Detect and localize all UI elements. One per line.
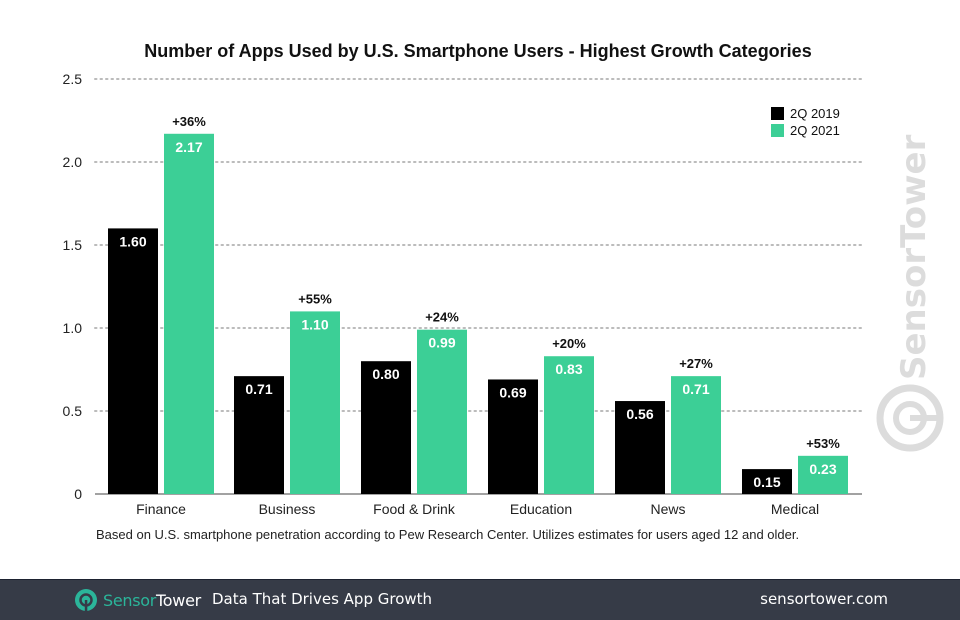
x-tick-label: Finance: [136, 501, 186, 517]
data-label: 1.10: [301, 316, 328, 332]
data-label: 0.69: [499, 384, 526, 400]
bar-2q2019: [108, 228, 158, 494]
data-label: 0.56: [626, 406, 653, 422]
bar-2q2021: [544, 356, 594, 494]
footer: SensorTower Data That Drives App Growth …: [0, 579, 960, 620]
x-tick-label: Food & Drink: [373, 501, 456, 517]
watermark-text: SensorTower: [894, 134, 934, 380]
growth-label: +55%: [298, 291, 332, 306]
data-label: 0.99: [428, 335, 455, 351]
y-tick-label: 2.5: [63, 71, 83, 87]
y-tick-label: 0.5: [63, 403, 83, 419]
data-label: 0.80: [372, 366, 399, 382]
growth-label: +27%: [679, 356, 713, 371]
data-label: 0.15: [753, 474, 780, 490]
bar-2q2021: [798, 455, 848, 494]
data-label: 2.17: [175, 139, 202, 155]
bar-2q2019: [488, 379, 538, 494]
data-label: 0.71: [682, 381, 709, 397]
bar-2q2019: [361, 361, 411, 494]
footer-url[interactable]: sensortower.com: [760, 590, 888, 608]
bar-2q2021: [290, 311, 340, 494]
bar-2q2021: [164, 133, 214, 494]
growth-label: +24%: [425, 310, 459, 325]
x-tick-label: Business: [259, 501, 316, 517]
x-tick-label: Education: [510, 501, 572, 517]
growth-label: +53%: [806, 436, 840, 451]
y-tick-label: 1.0: [63, 320, 83, 336]
bar-2q2021: [671, 376, 721, 494]
brand-tower: Tower: [156, 590, 201, 610]
x-tick-label: Medical: [771, 501, 819, 517]
footnote: Based on U.S. smartphone penetration acc…: [96, 527, 799, 542]
x-tick-label: News: [650, 501, 685, 517]
y-tick-label: 0: [74, 486, 82, 502]
y-tick-label: 2.0: [63, 154, 83, 170]
bar-2q2021: [417, 329, 467, 494]
tagline: Data That Drives App Growth: [212, 590, 433, 608]
data-label: 0.83: [555, 361, 582, 377]
bar-2q2019: [234, 376, 284, 494]
growth-label: +36%: [172, 114, 206, 129]
sensortower-logo-icon: [876, 384, 944, 452]
footer-logo[interactable]: SensorTower: [74, 588, 201, 612]
y-tick-label: 1.5: [63, 237, 83, 253]
chart-title: Number of Apps Used by U.S. Smartphone U…: [144, 41, 811, 61]
bar-2q2019: [615, 401, 665, 494]
brand-sensor: Sensor: [103, 590, 157, 610]
legend-label: 2Q 2019: [790, 106, 840, 121]
legend-swatch: [771, 107, 784, 120]
bar-chart: Number of Apps Used by U.S. Smartphone U…: [63, 41, 863, 542]
data-label: 1.60: [119, 233, 146, 249]
watermark: SensorTower: [865, 90, 955, 460]
legend-swatch: [771, 124, 784, 137]
data-label: 0.71: [245, 381, 272, 397]
data-label: 0.23: [809, 461, 836, 477]
growth-label: +20%: [552, 336, 586, 351]
bar-2q2019: [742, 469, 792, 494]
sensortower-logo-icon: [75, 589, 97, 612]
legend-label: 2Q 2021: [790, 123, 840, 138]
